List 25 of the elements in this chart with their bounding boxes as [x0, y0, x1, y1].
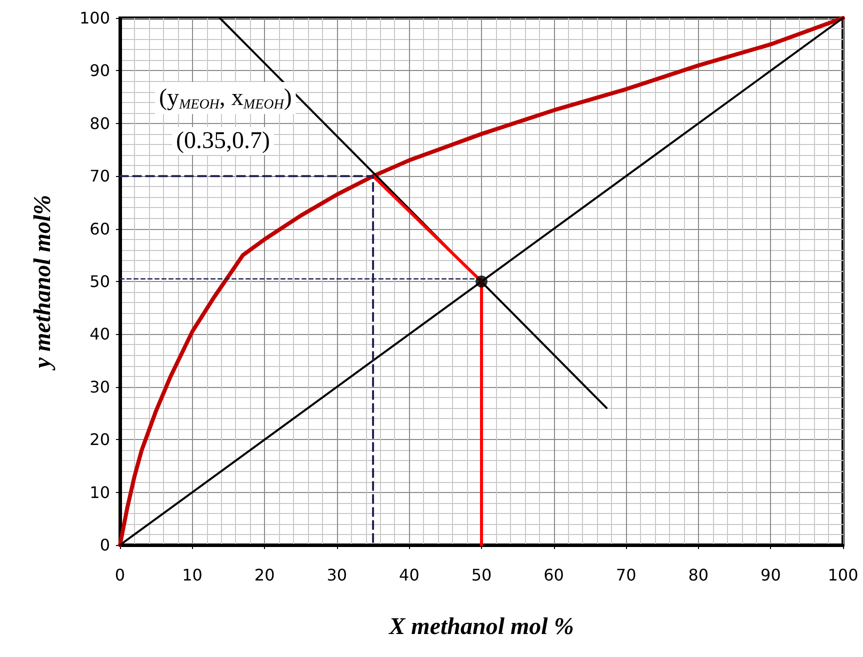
y-tick-label: 70: [90, 166, 110, 186]
x-tick-label: 40: [399, 566, 420, 584]
y-tick-label: 20: [90, 430, 110, 450]
y-tick-label: 10: [90, 482, 110, 502]
y-tick-label: 40: [90, 324, 110, 344]
x-tick-label: 100: [828, 566, 858, 584]
x-tick-label: 80: [688, 566, 709, 584]
y-tick-label: 50: [90, 272, 110, 291]
x-tick-label: 10: [182, 566, 202, 584]
x-tick-label: 90: [760, 566, 781, 584]
annotation: (0.35,0.7): [176, 128, 270, 154]
x-tick-label: 70: [616, 566, 636, 584]
y-tick-label: 30: [90, 377, 110, 396]
x-tick-label: 50: [471, 566, 492, 584]
y-tick-label: 90: [90, 61, 110, 80]
y-tick-label: 60: [90, 219, 110, 238]
y-tick-label: 80: [90, 114, 110, 133]
y-axis-title: y methanol mol%: [30, 194, 56, 372]
y-tick-label: 100: [79, 8, 110, 28]
x-axis-title: X methanol mol %: [388, 614, 574, 640]
x-tick-label: 20: [254, 566, 275, 584]
x-tick-label: 0: [114, 566, 126, 584]
y-tick-label: 0: [100, 536, 110, 554]
x-tick-label: 30: [326, 566, 348, 584]
x-tick-label: 60: [544, 566, 564, 584]
